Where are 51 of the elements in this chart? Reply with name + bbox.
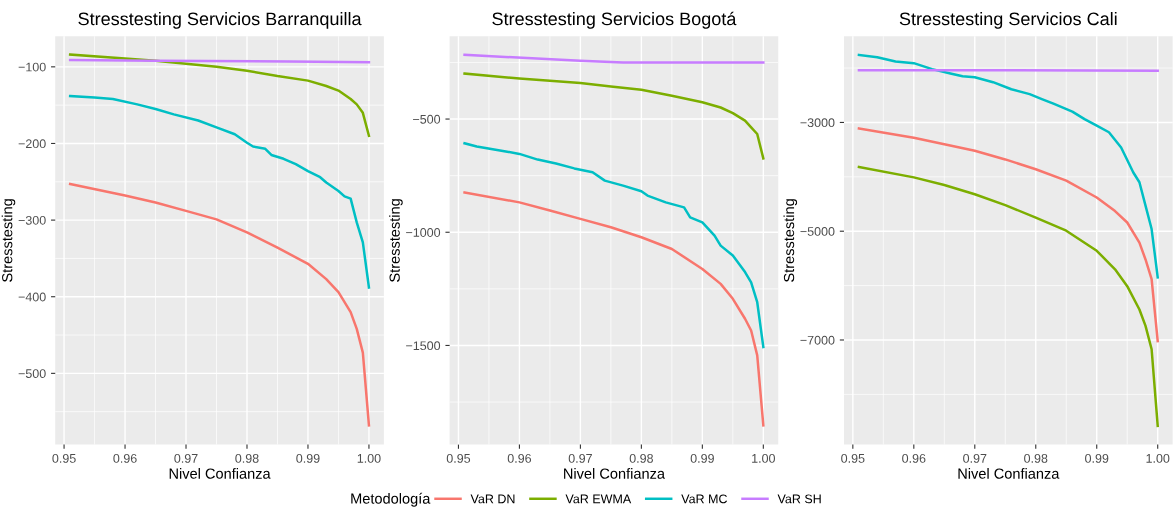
x-tick-label: 0.96 <box>902 453 926 463</box>
y-tick-label: −5000 <box>800 227 835 236</box>
legend-label: VaR MC <box>681 494 728 504</box>
x-axis-title: Nivel Confianza <box>564 468 666 479</box>
y-axis-title: Stresstesting <box>389 199 403 282</box>
x-tick-label: 0.97 <box>963 453 987 463</box>
line-series <box>857 127 1159 343</box>
x-tick-label: 0.96 <box>507 453 532 463</box>
y-axis-title: Stresstesting <box>783 199 798 282</box>
y-tick-label: −100 <box>18 62 46 72</box>
x-tick-label: 0.97 <box>174 453 198 463</box>
x-tick-label: 1.00 <box>1146 453 1170 463</box>
x-tick-label: 0.95 <box>446 453 471 463</box>
line-series <box>463 72 765 160</box>
x-tick-label: 0.98 <box>1024 453 1048 463</box>
chart-title: Stresstesting Servicios Barranquilla <box>78 11 362 29</box>
x-tick-label: 0.95 <box>841 453 865 463</box>
x-tick-label: 0.95 <box>52 453 76 463</box>
line-series <box>463 191 765 427</box>
y-tick-label: −200 <box>18 139 46 149</box>
chart-title: Stresstesting Servicios Bogotá <box>492 11 737 29</box>
line-series <box>857 165 1159 428</box>
y-tick-label: −1500 <box>406 341 441 351</box>
legend-label: VaR EWMA <box>565 494 632 504</box>
y-tick-label: −1000 <box>406 228 441 237</box>
y-tick-label: −400 <box>18 292 46 302</box>
line-series <box>857 53 1159 279</box>
y-axis-title: Stresstesting <box>1 199 16 282</box>
y-tick-label: −500 <box>413 114 441 124</box>
legend-label: VaR SH <box>777 494 821 504</box>
line-series <box>463 142 765 349</box>
x-axis-title: Nivel Confianza <box>169 468 271 479</box>
x-tick-label: 0.98 <box>235 453 259 463</box>
x-tick-label: 0.99 <box>296 453 320 463</box>
line-series <box>68 94 371 289</box>
legend-title: Metodología <box>351 492 431 507</box>
x-tick-label: 0.96 <box>113 453 137 463</box>
y-tick-label: −300 <box>18 215 46 225</box>
legend-label: VaR DN <box>470 494 515 504</box>
y-tick-label: −7000 <box>800 335 835 345</box>
line-series <box>68 182 371 427</box>
x-axis-title: Nivel Confianza <box>958 468 1060 479</box>
x-tick-label: 0.98 <box>629 453 653 463</box>
y-tick-label: −500 <box>18 369 46 379</box>
x-tick-label: 0.97 <box>568 453 592 463</box>
x-tick-label: 1.00 <box>357 453 381 463</box>
x-tick-label: 0.99 <box>690 453 714 463</box>
x-tick-label: 1.00 <box>752 453 775 463</box>
x-tick-label: 0.99 <box>1085 453 1109 463</box>
chart-title: Stresstesting Servicios Cali <box>899 11 1117 29</box>
y-tick-label: −3000 <box>800 118 835 128</box>
